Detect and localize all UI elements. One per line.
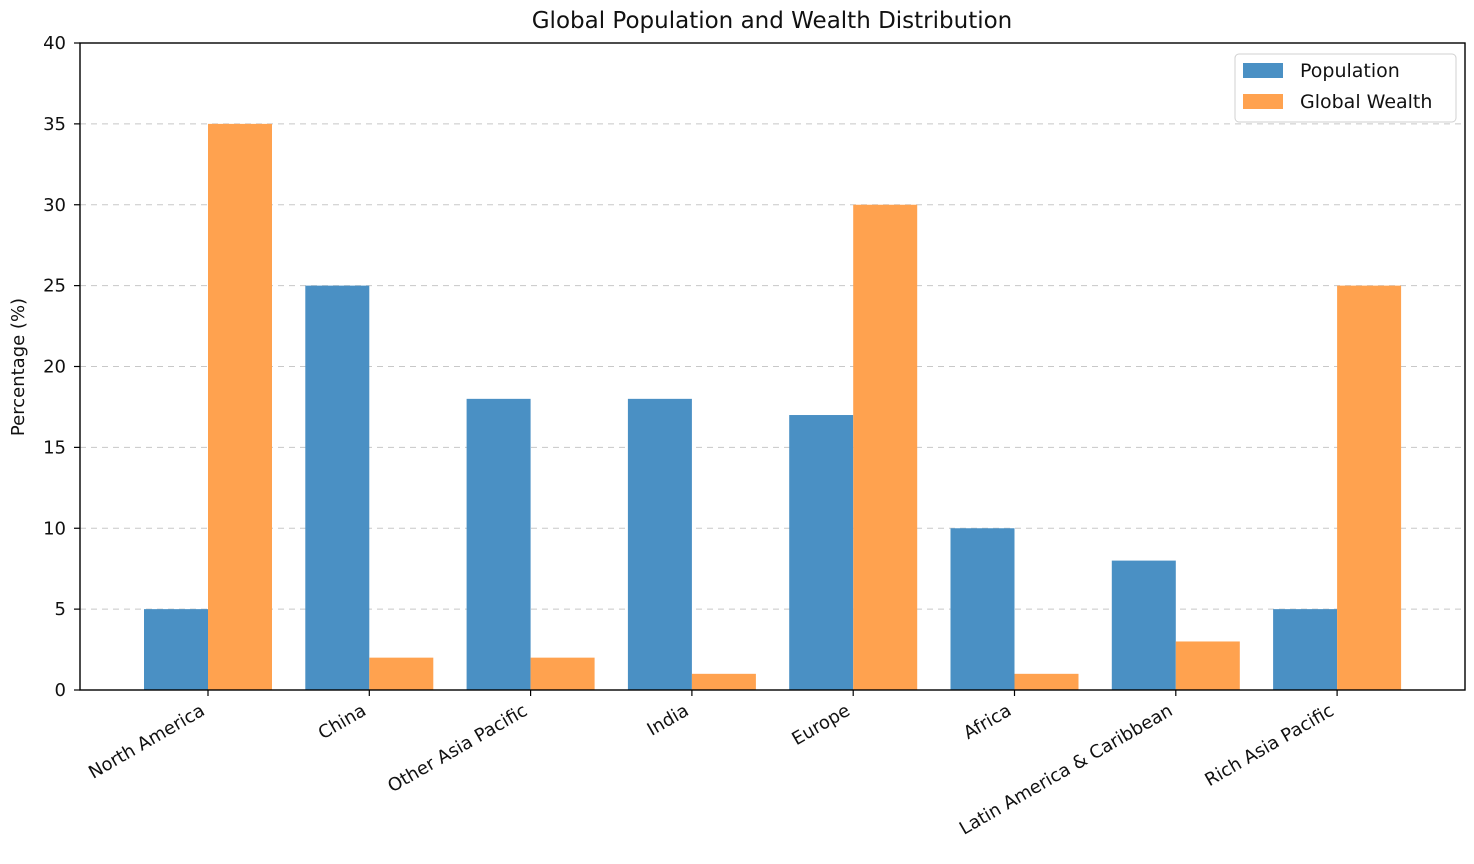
y-tick-label: 20 (43, 357, 66, 378)
y-tick-label: 40 (43, 33, 66, 54)
legend: Population Global Wealth (1234, 53, 1457, 123)
bar-global-wealth (1175, 641, 1240, 690)
x-tick-label: North America (85, 700, 208, 783)
bar-population (305, 285, 370, 690)
x-tick-label: Africa (960, 700, 1015, 744)
y-tick-label: 5 (55, 599, 66, 620)
x-tick-label: Rich Asia Pacific (1201, 700, 1337, 791)
legend-label-global-wealth: Global Wealth (1300, 91, 1432, 113)
bar-global-wealth (530, 657, 595, 690)
gridlines (80, 123, 1465, 610)
legend-box (1234, 53, 1457, 123)
bar-global-wealth (369, 657, 434, 690)
x-axis-ticks: North America China Other Asia Pacific Indi… (85, 690, 1338, 840)
bar-population (1273, 609, 1338, 690)
legend-swatch-global-wealth (1243, 94, 1283, 109)
bar-population (789, 415, 854, 690)
x-tick-label: China (315, 700, 370, 744)
y-tick-label: 30 (43, 195, 66, 216)
y-axis-ticks: 0 5 10 15 20 25 30 35 40 (43, 33, 80, 701)
y-tick-label: 35 (43, 114, 66, 135)
bar-global-wealth (1337, 285, 1402, 690)
x-tick-label: India (644, 700, 693, 740)
legend-swatch-population (1243, 63, 1283, 78)
y-tick-label: 15 (43, 437, 66, 458)
chart-title: Global Population and Wealth Distributio… (532, 8, 1013, 34)
bars (144, 123, 1402, 690)
bar-global-wealth (691, 673, 756, 690)
bar-population (144, 609, 208, 690)
y-axis-label: Percentage (%) (8, 298, 29, 436)
y-tick-label: 10 (43, 518, 66, 539)
y-tick-label: 0 (55, 680, 66, 701)
bar-population (950, 528, 1015, 690)
bar-population (466, 398, 531, 690)
y-tick-label: 25 (43, 276, 66, 297)
bar-population (627, 398, 692, 690)
x-tick-label: Europe (788, 700, 853, 750)
x-tick-label: Other Asia Pacific (384, 700, 531, 797)
bar-global-wealth (853, 204, 918, 690)
bar-global-wealth (208, 123, 272, 690)
bar-global-wealth (1014, 673, 1079, 690)
bar-population (1111, 560, 1176, 690)
legend-label-population: Population (1300, 60, 1400, 82)
